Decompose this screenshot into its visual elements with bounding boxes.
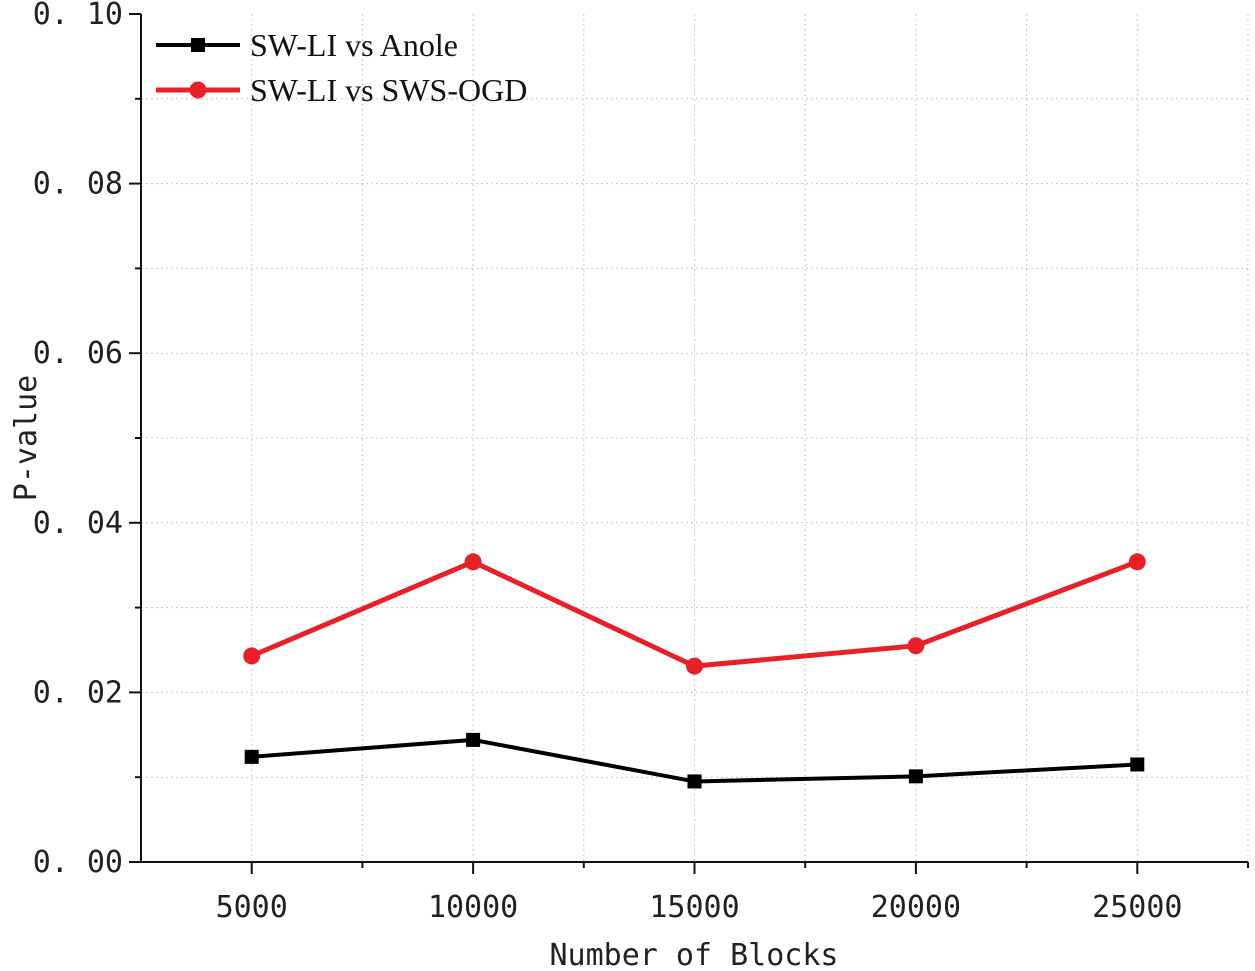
data-point-series-2 bbox=[686, 657, 703, 675]
data-point-series-2 bbox=[1128, 553, 1146, 571]
x-tick-label: 15000 bbox=[649, 890, 739, 925]
data-point-series-2 bbox=[907, 637, 925, 655]
y-tick-label: 0. 00 bbox=[33, 845, 123, 880]
x-tick-label: 10000 bbox=[428, 890, 518, 925]
y-tick-label: 0. 08 bbox=[33, 167, 123, 202]
x-tick-label: 25000 bbox=[1092, 890, 1182, 925]
data-point-series-1 bbox=[908, 769, 923, 784]
x-tick-label: 5000 bbox=[216, 890, 288, 925]
legend: SW-LI vs Anole SW-LI vs SWS-OGD bbox=[156, 27, 527, 108]
legend-label-2: SW-LI vs SWS-OGD bbox=[250, 72, 527, 108]
y-tick-label: 0. 10 bbox=[33, 0, 123, 32]
data-point-series-1 bbox=[1130, 757, 1145, 772]
y-tick-label: 0. 04 bbox=[33, 506, 123, 541]
y-axis-title: P-value bbox=[9, 375, 44, 501]
grid-lines bbox=[141, 14, 1249, 862]
y-tick-label: 0. 06 bbox=[33, 336, 123, 371]
axes bbox=[129, 13, 1249, 874]
data-point-series-2 bbox=[464, 553, 482, 571]
x-tick-label: 20000 bbox=[871, 890, 961, 925]
legend-marker-1 bbox=[191, 38, 205, 52]
data-point-series-1 bbox=[687, 774, 702, 789]
data-point-series-1 bbox=[466, 732, 481, 747]
x-axis-title: Number of Blocks bbox=[550, 938, 839, 971]
legend-marker-2 bbox=[189, 81, 207, 99]
data-point-series-2 bbox=[243, 647, 261, 665]
tick-labels: 0. 00 0. 02 0. 04 0. 06 0. 08 0. 10 5000 10000 1… bbox=[33, 0, 1183, 925]
legend-label-1: SW-LI vs Anole bbox=[250, 27, 458, 63]
series-lines bbox=[243, 553, 1146, 789]
data-point-series-1 bbox=[244, 749, 259, 764]
y-tick-label: 0. 02 bbox=[33, 675, 123, 710]
